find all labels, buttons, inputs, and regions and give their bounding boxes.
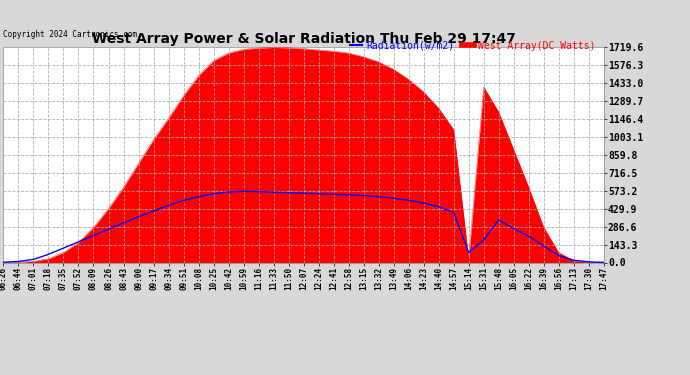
- Legend: Radiation(w/m2), West Array(DC Watts): Radiation(w/m2), West Array(DC Watts): [346, 37, 599, 54]
- Title: West Array Power & Solar Radiation Thu Feb 29 17:47: West Array Power & Solar Radiation Thu F…: [92, 32, 515, 46]
- Text: Copyright 2024 Cartronics.com: Copyright 2024 Cartronics.com: [3, 30, 137, 39]
